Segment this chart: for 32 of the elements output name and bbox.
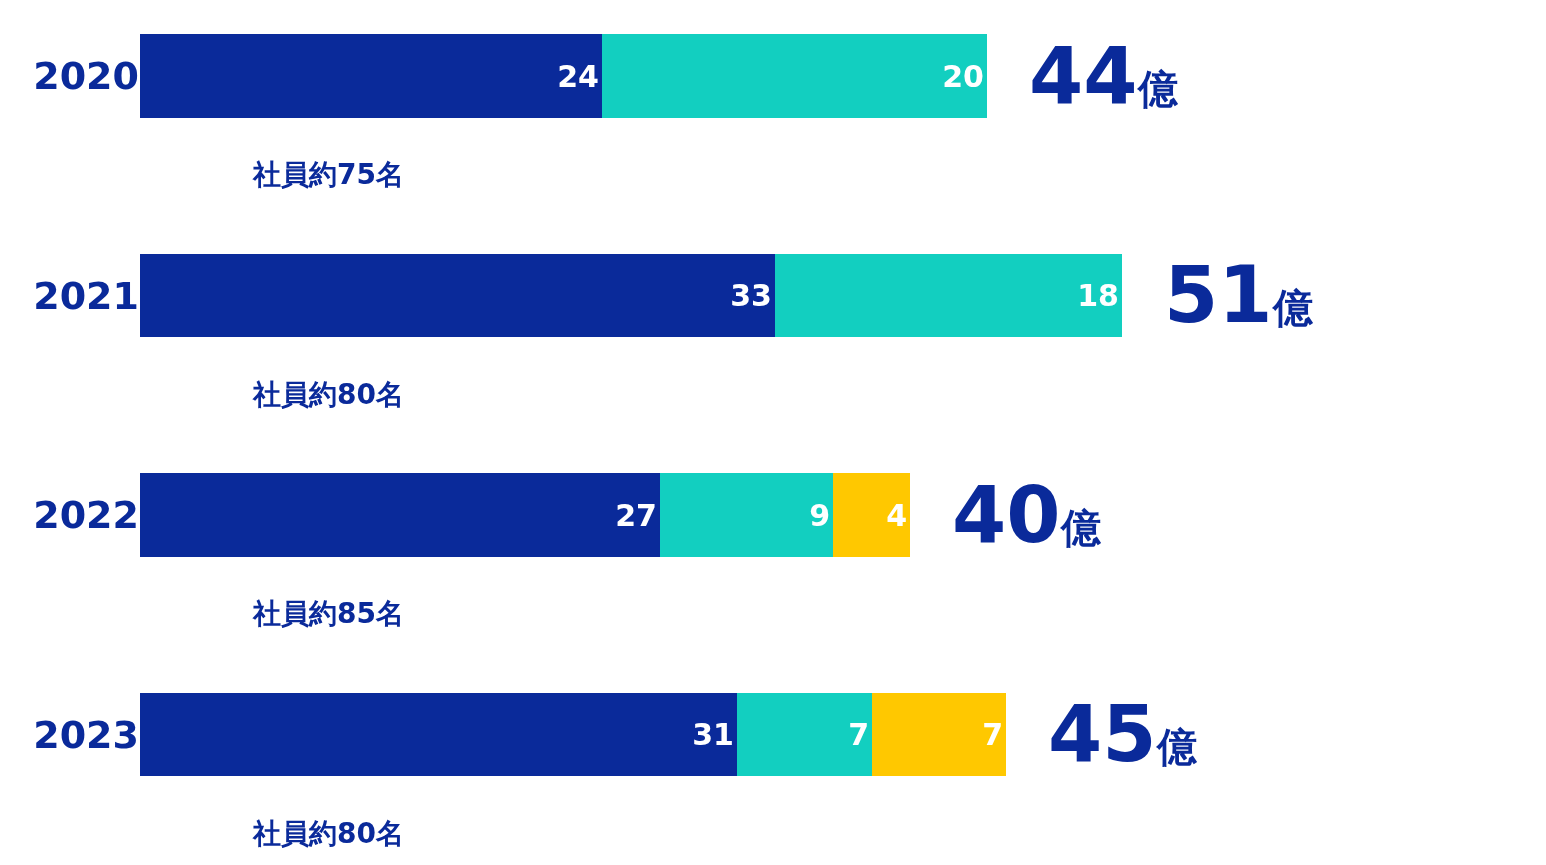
total-label: 45億 [1048,689,1198,779]
annotation: 社員約75名 [252,158,404,191]
total-label: 51億 [1164,250,1314,340]
y-tick-label: 2021 [33,273,139,318]
data-label: 7 [848,717,869,752]
data-label: 18 [1077,278,1119,313]
data-label: 27 [615,497,657,533]
data-label: 24 [557,58,599,94]
bar [140,34,602,118]
data-label: 4 [886,497,907,533]
total-label: 44億 [1029,31,1179,121]
bar [140,693,737,776]
data-label: 33 [730,278,772,313]
total-label: 40億 [952,470,1102,560]
bar [833,473,910,557]
bar [660,473,833,557]
annotation: 社員約80名 [252,817,404,850]
data-label: 9 [809,497,830,533]
bar [140,473,660,557]
data-label: 7 [982,717,1003,752]
bar [140,254,775,337]
bar [775,254,1122,337]
bar [872,693,1006,776]
annotation: 社員約85名 [252,597,404,630]
annotation: 社員約80名 [252,378,404,411]
bar [602,34,987,118]
y-tick-label: 2022 [33,493,139,538]
data-label: 20 [942,58,984,94]
bar [737,693,872,776]
data-label: 31 [692,717,734,752]
y-tick-label: 2020 [33,54,139,99]
y-tick-label: 2023 [33,712,139,757]
